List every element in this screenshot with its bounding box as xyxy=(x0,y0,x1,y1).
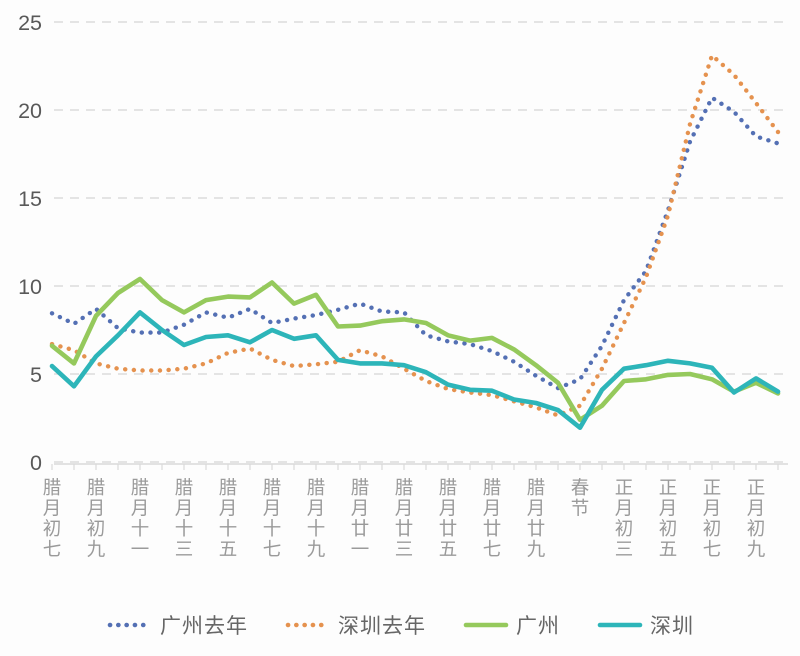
x-axis-label: 春节 xyxy=(571,477,590,519)
series-line-0-广州去年 xyxy=(49,95,781,391)
x-axis-label: 正月初五 xyxy=(659,477,678,560)
x-axis-label: 正月初七 xyxy=(703,477,722,560)
x-axis-label: 正月初三 xyxy=(615,477,634,560)
legend-label: 广州去年 xyxy=(160,615,248,638)
chart-legend: 广州去年 深圳去年 广州 深圳 xyxy=(0,600,800,650)
x-axis-label: 腊月十七 xyxy=(263,477,282,560)
legend-line-sample xyxy=(463,622,509,628)
x-axis-label: 腊月初七 xyxy=(43,477,62,560)
legend-item-广州: 广州 xyxy=(462,610,560,640)
series-line-1-深圳去年 xyxy=(49,53,781,418)
y-axis-label: 5 xyxy=(30,363,42,387)
legend-item-广州去年: 广州去年 xyxy=(106,610,248,640)
y-axis-label: 10 xyxy=(18,275,42,299)
legend-label: 深圳去年 xyxy=(338,615,426,638)
legend-line-sample xyxy=(285,622,331,628)
legend-item-深圳去年: 深圳去年 xyxy=(284,610,426,640)
x-axis-labels: 腊月初七 腊月初九 腊月十一 腊月十三 腊月十五 腊月十七 腊月十九 腊月廿一 腊月廿三 腊月廿五… xyxy=(43,477,766,560)
legend-line-sample xyxy=(107,622,153,628)
x-axis-label: 腊月十一 xyxy=(131,477,150,560)
series-line-3-深圳 xyxy=(49,310,781,431)
legend-label: 广州 xyxy=(516,615,560,638)
y-axis-label: 25 xyxy=(18,11,42,35)
x-axis xyxy=(51,463,788,470)
y-axis-label: 0 xyxy=(30,451,42,475)
y-axis-labels: 0 5 10 15 20 25 xyxy=(18,11,42,475)
x-axis-label: 腊月初九 xyxy=(87,477,106,560)
x-axis-label: 腊月十三 xyxy=(175,477,194,560)
legend-line-sample xyxy=(597,622,643,628)
x-axis-label: 腊月廿七 xyxy=(483,477,502,560)
x-axis-label: 腊月廿一 xyxy=(351,477,370,560)
chart-svg: 0510152025腊月初七腊月初九腊月十一腊月十三腊月十五腊月十七腊月十九腊月… xyxy=(18,11,788,560)
gridlines xyxy=(54,21,788,463)
x-axis-label: 腊月廿三 xyxy=(395,477,414,560)
line-chart-plot: 0 5 10 15 20 25 腊月初七 腊月初九 腊月十一 腊月十三 腊月十五 腊月十七 腊月十九 腊月… xyxy=(18,11,788,560)
series-line-2-广州 xyxy=(49,276,781,423)
x-axis-label: 腊月十九 xyxy=(307,477,326,560)
y-axis-label: 20 xyxy=(18,99,42,123)
legend-item-深圳: 深圳 xyxy=(596,610,694,640)
y-axis-label: 15 xyxy=(18,187,42,211)
x-axis-label: 腊月十五 xyxy=(219,477,238,560)
x-axis-label: 腊月廿九 xyxy=(527,477,546,560)
x-axis-label: 正月初九 xyxy=(747,477,766,560)
x-axis-label: 腊月廿五 xyxy=(439,477,458,560)
legend-label: 深圳 xyxy=(650,615,694,638)
series-lines xyxy=(49,53,781,431)
